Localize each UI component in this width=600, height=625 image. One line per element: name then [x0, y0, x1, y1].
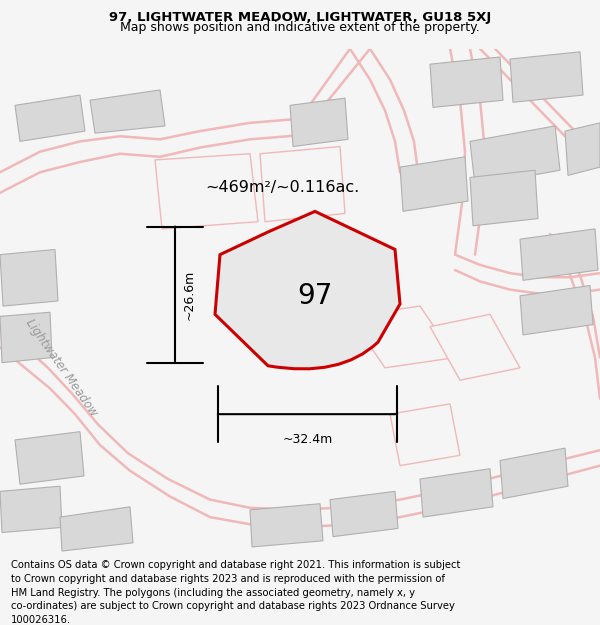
Text: co-ordinates) are subject to Crown copyright and database rights 2023 Ordnance S: co-ordinates) are subject to Crown copyr…: [11, 601, 455, 611]
Text: 100026316.: 100026316.: [11, 615, 71, 625]
Polygon shape: [15, 95, 85, 141]
Polygon shape: [290, 98, 348, 146]
Text: ~469m²/~0.116ac.: ~469m²/~0.116ac.: [205, 180, 359, 195]
Polygon shape: [520, 229, 598, 281]
Text: 97, LIGHTWATER MEADOW, LIGHTWATER, GU18 5XJ: 97, LIGHTWATER MEADOW, LIGHTWATER, GU18 …: [109, 11, 491, 24]
Polygon shape: [400, 157, 468, 211]
Text: ~32.4m: ~32.4m: [283, 432, 332, 446]
Polygon shape: [420, 469, 493, 517]
Text: Lightwater Meadow: Lightwater Meadow: [23, 317, 101, 419]
Text: Map shows position and indicative extent of the property.: Map shows position and indicative extent…: [120, 21, 480, 34]
Polygon shape: [0, 312, 52, 362]
Polygon shape: [350, 306, 455, 368]
Polygon shape: [565, 123, 600, 176]
Polygon shape: [510, 52, 583, 102]
Polygon shape: [390, 404, 460, 466]
Polygon shape: [430, 314, 520, 380]
Polygon shape: [60, 507, 133, 551]
Polygon shape: [470, 126, 560, 186]
Text: to Crown copyright and database rights 2023 and is reproduced with the permissio: to Crown copyright and database rights 2…: [11, 574, 445, 584]
Polygon shape: [155, 154, 258, 229]
Polygon shape: [15, 432, 84, 484]
Polygon shape: [0, 486, 62, 532]
Text: HM Land Registry. The polygons (including the associated geometry, namely x, y: HM Land Registry. The polygons (includin…: [11, 588, 415, 598]
Polygon shape: [500, 448, 568, 499]
Text: 97: 97: [298, 282, 332, 310]
Polygon shape: [430, 57, 503, 108]
Text: ~26.6m: ~26.6m: [183, 269, 196, 320]
Polygon shape: [330, 491, 398, 537]
PathPatch shape: [215, 211, 400, 369]
Text: Contains OS data © Crown copyright and database right 2021. This information is : Contains OS data © Crown copyright and d…: [11, 560, 460, 570]
Polygon shape: [90, 90, 165, 133]
Polygon shape: [470, 170, 538, 226]
Polygon shape: [0, 249, 58, 306]
Polygon shape: [520, 286, 593, 335]
Polygon shape: [250, 504, 323, 547]
Polygon shape: [260, 146, 345, 222]
